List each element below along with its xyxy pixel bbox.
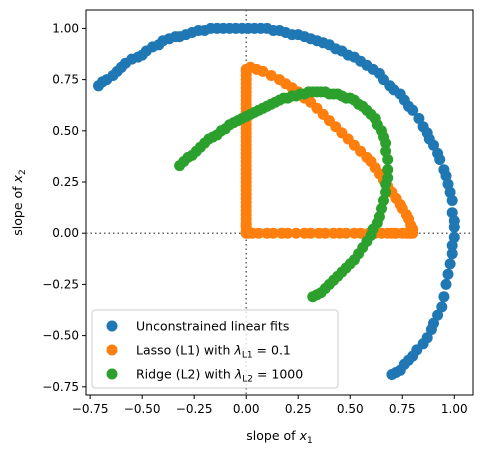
y-axis-label-var: x (10, 174, 25, 183)
x-tick-label: −0.25 (176, 402, 213, 416)
legend-label-ridge: Ridge (L2) with λL2 = 1000 (136, 367, 303, 385)
x-axis: −0.75 −0.50 −0.25 0.00 0.25 0.50 0.75 1.00 (72, 395, 468, 416)
data-point (436, 301, 448, 313)
data-point (265, 70, 277, 81)
data-point (428, 139, 439, 151)
legend-box (91, 309, 339, 389)
data-point (382, 154, 394, 165)
data-point (407, 104, 419, 116)
x-tick-label: 0.75 (389, 402, 416, 416)
x-axis-label: slope of x1 (246, 428, 312, 446)
data-point (257, 65, 269, 77)
legend-label-unconstrained: Unconstrained linear fits (136, 319, 289, 334)
y-axis-label-text: slope of (10, 182, 25, 235)
y-tick-label: 0.75 (52, 73, 79, 87)
data-point (290, 227, 302, 239)
y-tick-label: 0.50 (52, 124, 79, 138)
legend-label-lasso: Lasso (L1) with λL1 = 0.1 (136, 343, 291, 361)
data-point (386, 369, 398, 380)
legend-marker-ridge (106, 368, 118, 380)
data-point (413, 113, 425, 124)
legend-marker-unconstrained (106, 320, 118, 332)
y-tick-label: 1.00 (52, 21, 79, 35)
series-ridge (174, 86, 394, 303)
x-tick-label: 0.00 (233, 402, 260, 416)
data-point (382, 164, 394, 176)
y-tick-label: −0.50 (42, 329, 79, 343)
legend-marker-lasso (106, 344, 118, 356)
data-point (440, 170, 452, 182)
data-point (313, 227, 325, 239)
data-point (438, 291, 450, 303)
data-point (440, 278, 452, 290)
data-point (348, 227, 360, 239)
legend-label-unconstrained-text: Unconstrained linear fits (136, 319, 289, 334)
legend-label-ridge-lambda: λ (234, 367, 242, 382)
y-tick-label: 0.00 (52, 226, 79, 240)
legend-label-ridge-value: = 1000 (253, 367, 303, 382)
legend-label-ridge-text: Ridge (L2) with (136, 367, 235, 382)
data-point (380, 137, 392, 149)
data-point (276, 227, 288, 239)
legend: Unconstrained linear fits Lasso (L1) wit… (91, 309, 339, 389)
x-tick-label: −0.75 (72, 402, 109, 416)
x-tick-label: 0.50 (337, 402, 364, 416)
data-point (328, 227, 340, 239)
data-point (432, 309, 444, 321)
y-tick-label: −0.25 (42, 277, 79, 291)
x-tick-label: 1.00 (441, 402, 468, 416)
x-tick-label: 0.25 (285, 402, 312, 416)
data-point (442, 268, 454, 280)
y-tick-label: 0.25 (52, 175, 79, 189)
data-point (299, 227, 310, 239)
legend-label-lasso-value: = 0.1 (253, 343, 291, 358)
data-point (446, 195, 458, 206)
x-axis-label-var: x (299, 428, 308, 443)
x-axis-label-sub: 1 (307, 436, 313, 446)
data-point (425, 324, 437, 335)
y-tick-label: −0.75 (42, 380, 79, 394)
legend-label-lasso-text: Lasso (L1) with (136, 343, 234, 358)
x-tick-label: −0.50 (124, 402, 161, 416)
data-points (93, 22, 460, 380)
y-axis-label-sub: 2 (18, 169, 28, 175)
data-point (261, 227, 273, 239)
legend-label-lasso-sub: L1 (242, 351, 253, 361)
data-point (446, 240, 458, 251)
data-point (242, 227, 254, 239)
legend-label-ridge-sub: L2 (242, 375, 253, 385)
legend-label-lasso-lambda: λ (233, 343, 241, 358)
series-unconstrained (93, 22, 460, 380)
data-point (380, 178, 392, 190)
x-axis-label-text: slope of (246, 428, 299, 443)
y-axis: −0.75 −0.50 −0.25 0.00 0.25 0.50 0.75 1.00 (42, 21, 86, 394)
y-axis-label: slope of x2 (10, 169, 28, 235)
data-point (444, 258, 456, 270)
data-point (434, 154, 446, 165)
data-point (448, 221, 460, 233)
data-point (446, 248, 458, 260)
data-point (307, 291, 319, 303)
